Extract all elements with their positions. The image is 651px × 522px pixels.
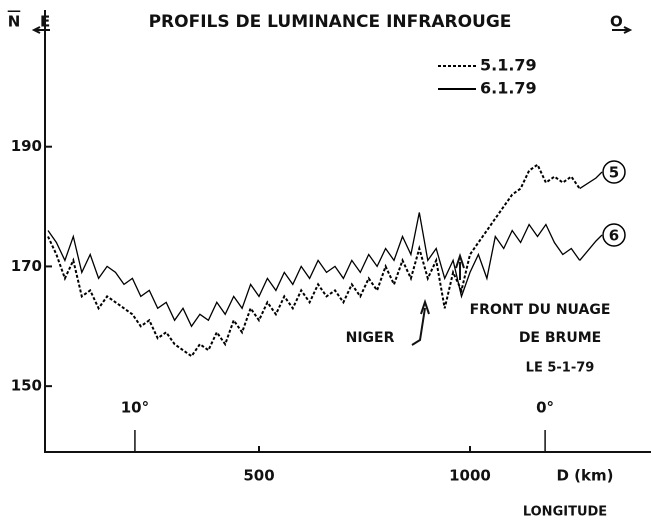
x-axis-label: D (km) — [557, 467, 614, 485]
x2-tick-label: 0° — [536, 399, 554, 417]
annotation: NIGER — [346, 330, 395, 346]
tag-circle — [602, 160, 626, 184]
series-tag: 5 — [609, 164, 619, 182]
niger-arrow — [411, 298, 430, 346]
east-arrow — [31, 26, 50, 34]
annotation: DE BRUME — [519, 330, 601, 346]
tag-leader — [579, 171, 603, 190]
longitude-label: LONGITUDE — [523, 505, 607, 520]
series-tag: 6 — [609, 227, 619, 245]
x-tick-label: 1000 — [449, 467, 491, 485]
west-arrow — [612, 26, 633, 34]
y-tick-label: 170 — [11, 257, 42, 275]
y-axis-label: N — [8, 13, 21, 31]
tag-leader — [579, 234, 603, 261]
axes — [44, 10, 651, 453]
annotation: LE 5-1-79 — [526, 361, 595, 376]
x-tick-label: 500 — [243, 467, 274, 485]
series-line — [47, 212, 581, 328]
legend-label: 5.1.79 — [480, 56, 537, 75]
chart-title: PROFILS DE LUMINANCE INFRAROUGE — [149, 12, 512, 32]
series-line — [47, 163, 581, 358]
front-arrow — [455, 252, 465, 280]
y-tick-label: 150 — [11, 377, 42, 395]
y-tick-label: 190 — [11, 137, 42, 155]
tag-circle — [602, 223, 626, 247]
west-label: O — [610, 13, 623, 31]
legend-label: 6.1.79 — [480, 79, 537, 98]
x2-tick-label: 10° — [121, 399, 149, 417]
annotation: FRONT DU NUAGE — [470, 302, 611, 318]
